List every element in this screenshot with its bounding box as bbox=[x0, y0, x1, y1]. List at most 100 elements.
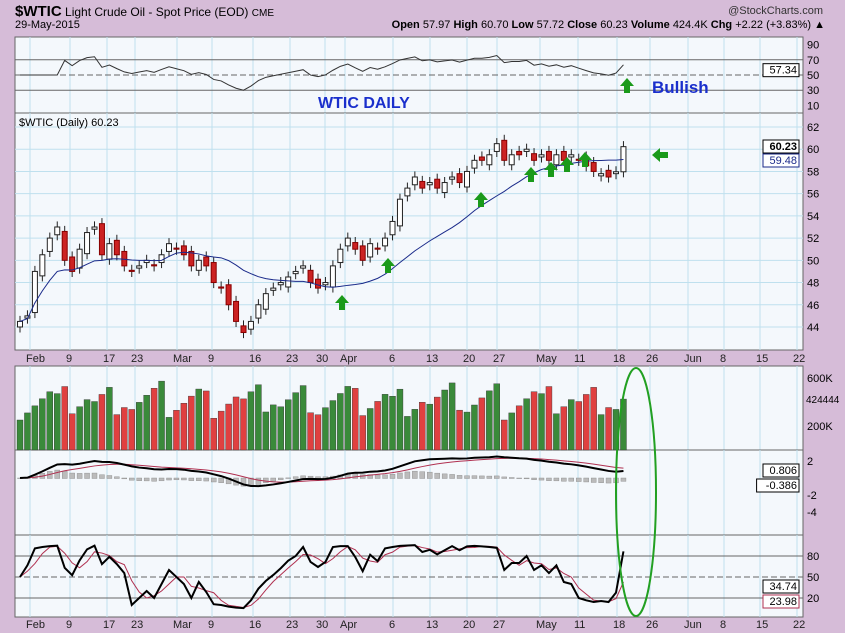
macd-histogram-bar bbox=[114, 476, 120, 479]
x-tick-label: 13 bbox=[426, 619, 438, 631]
x-tick-label: 27 bbox=[493, 619, 505, 631]
macd-histogram-bar bbox=[367, 474, 373, 479]
volume-bar bbox=[590, 387, 597, 451]
y-tick-label: 70 bbox=[807, 55, 819, 67]
macd-histogram-bar bbox=[62, 471, 68, 479]
volume-bar bbox=[106, 387, 113, 451]
candle-up bbox=[426, 182, 433, 186]
x-tick-label: 26 bbox=[646, 353, 658, 365]
candle-up bbox=[292, 270, 299, 275]
y-tick-label: 58 bbox=[807, 166, 819, 178]
volume-bar bbox=[277, 406, 284, 451]
last-price-label-box bbox=[762, 139, 800, 154]
volume-bar bbox=[180, 403, 188, 451]
macd-histogram-bar bbox=[166, 477, 172, 481]
y-tick-label: 50 bbox=[807, 70, 819, 82]
x-tick-label: 18 bbox=[613, 353, 625, 365]
candle-up bbox=[277, 282, 284, 286]
macd-histogram-bar bbox=[561, 477, 567, 482]
volume-bar bbox=[374, 401, 381, 451]
volume-bar bbox=[247, 391, 255, 451]
candle-down bbox=[173, 247, 180, 250]
volume-bar bbox=[232, 396, 240, 451]
macd-histogram-bar bbox=[151, 477, 157, 482]
macd-histogram-bar bbox=[210, 477, 217, 483]
volume-bar bbox=[61, 386, 68, 451]
x-tick-label: Jun bbox=[684, 353, 702, 365]
volume-bar bbox=[121, 407, 128, 451]
volume-bar bbox=[314, 414, 322, 451]
macd-histogram-bar bbox=[389, 474, 396, 479]
macd-histogram-bar bbox=[456, 475, 463, 479]
x-tick-label: May bbox=[536, 353, 557, 365]
volume-bar bbox=[456, 409, 463, 451]
volume-bar bbox=[493, 383, 500, 451]
y-tick-label: 54 bbox=[807, 211, 819, 223]
macd-histogram-bar bbox=[605, 477, 612, 484]
macd-histogram-bar bbox=[240, 477, 247, 487]
macd-histogram-bar bbox=[471, 475, 478, 479]
volume-bar bbox=[39, 398, 46, 451]
candle-down bbox=[240, 325, 247, 334]
macd-histogram-bar bbox=[203, 477, 209, 482]
volume-bar bbox=[46, 391, 53, 451]
y-tick-label: 52 bbox=[807, 233, 819, 245]
volume-bar bbox=[262, 411, 270, 451]
x-tick-label: 11 bbox=[574, 353, 585, 365]
candle-up bbox=[471, 159, 478, 169]
candle-down bbox=[478, 156, 485, 161]
candle-down bbox=[151, 264, 158, 267]
candle-down bbox=[113, 239, 120, 256]
volume-bar bbox=[76, 406, 83, 451]
candle-down bbox=[374, 247, 381, 250]
rsi-last-label-box bbox=[762, 63, 800, 78]
candle-up bbox=[285, 276, 292, 288]
macd-histogram-bar bbox=[479, 475, 485, 479]
macd-histogram-bar bbox=[106, 475, 113, 479]
stoch-d-line bbox=[19, 545, 624, 608]
volume-bar bbox=[575, 401, 582, 451]
candle-up bbox=[39, 254, 46, 277]
candle-up bbox=[337, 248, 344, 264]
macd-histogram-bar bbox=[397, 472, 403, 479]
macd-histogram-bar bbox=[516, 477, 522, 479]
candle-up bbox=[538, 154, 545, 158]
candle-down bbox=[501, 139, 508, 161]
macd-signal-label-box bbox=[756, 478, 800, 493]
candle-down bbox=[307, 269, 314, 284]
x-tick-label: 16 bbox=[249, 353, 261, 365]
candle-up bbox=[91, 226, 98, 230]
green-up-arrow-icon bbox=[620, 78, 634, 93]
y-tick-label: 48 bbox=[807, 278, 819, 290]
panel-sto bbox=[14, 534, 804, 618]
moving-average-line bbox=[19, 158, 624, 322]
copyright: @StockCharts.com bbox=[728, 5, 823, 17]
macd-histogram-bar bbox=[583, 477, 589, 483]
candle-up bbox=[568, 154, 575, 158]
macd-histogram-bar bbox=[494, 475, 500, 479]
highlight-ellipse bbox=[615, 367, 657, 617]
macd-label-box bbox=[762, 463, 800, 478]
macd-histogram-bar bbox=[158, 477, 165, 482]
y-tick-label: 80 bbox=[807, 551, 819, 563]
macd-histogram-bar bbox=[196, 477, 202, 481]
chart-title: $WTIC Light Crude Oil - Spot Price (EOD)… bbox=[15, 3, 274, 20]
volume-bar bbox=[515, 405, 523, 451]
macd-histogram-bar bbox=[374, 474, 381, 479]
candle-down bbox=[545, 150, 552, 161]
macd-histogram-bar bbox=[464, 475, 470, 479]
x-tick-label: 22 bbox=[793, 353, 805, 365]
volume-bar bbox=[344, 386, 351, 451]
candle-down bbox=[203, 256, 210, 267]
x-tick-label: 13 bbox=[426, 353, 438, 365]
ma-label-box bbox=[762, 153, 800, 168]
y-tick-label: 44 bbox=[807, 322, 819, 334]
volume-bar bbox=[240, 398, 247, 451]
x-tick-label: 9 bbox=[208, 353, 214, 365]
volume-bar bbox=[389, 396, 396, 451]
x-tick-label: Apr bbox=[340, 619, 357, 631]
candle-up bbox=[441, 182, 448, 194]
volume-bar bbox=[188, 395, 195, 451]
volume-bar bbox=[203, 390, 210, 451]
